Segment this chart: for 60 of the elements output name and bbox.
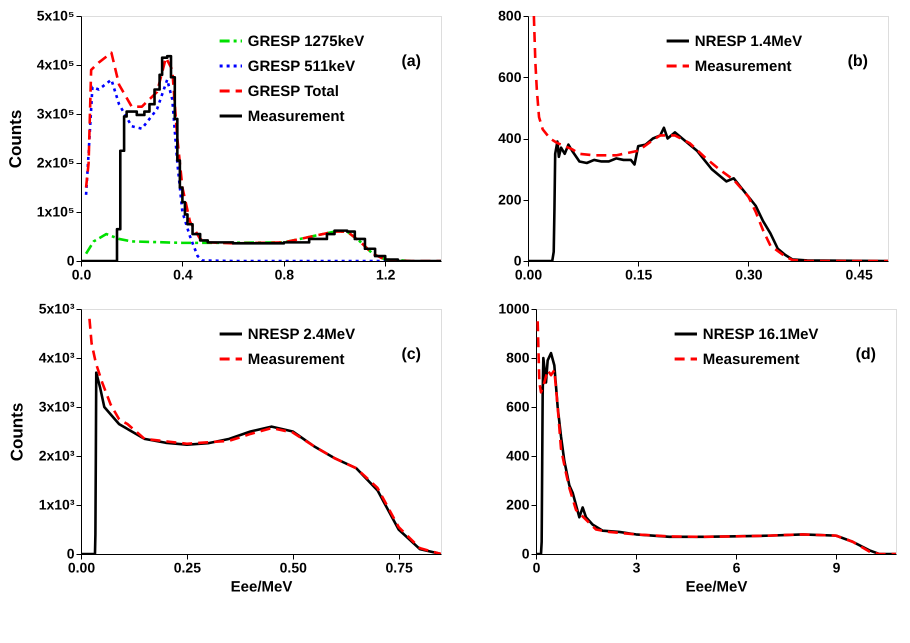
- y-tick-label: 400: [498, 130, 522, 146]
- legend-label: NRESP 16.1MeV: [702, 326, 818, 343]
- x-tick-label: 0: [532, 560, 541, 576]
- y-tick-label: 1x10⁵: [36, 204, 74, 220]
- legend-label: GRESP 511keV: [248, 58, 356, 75]
- legend-label: NRESP 2.4MeV: [248, 326, 356, 343]
- annotation: (d): [856, 346, 876, 363]
- line-series: [532, 16, 888, 261]
- x-tick-label: 6: [732, 560, 741, 576]
- x-tick-label: 3: [632, 560, 641, 576]
- y-axis-title: Counts: [6, 110, 25, 168]
- x-tick-label: 0.4: [173, 266, 193, 282]
- y-tick-label: 3x10³: [38, 398, 75, 414]
- y-tick-label: 200: [498, 191, 522, 208]
- x-tick-label: 0.25: [174, 560, 202, 576]
- y-tick-label: 600: [498, 68, 522, 85]
- x-tick-label: 9: [832, 560, 841, 576]
- y-tick-label: 5x10³: [38, 300, 75, 316]
- y-tick-label: 400: [506, 448, 530, 464]
- y-tick-label: 800: [498, 8, 522, 24]
- y-tick-label: 600: [506, 398, 530, 414]
- line-series: [84, 78, 387, 261]
- y-tick-label: 2x10⁵: [36, 154, 74, 170]
- y-tick-label: 4x10³: [38, 350, 75, 366]
- y-tick-label: 2x10³: [38, 448, 75, 464]
- annotation: (c): [401, 346, 421, 363]
- x-tick-label: 0.00: [514, 266, 542, 282]
- y-axis-title: Counts: [8, 402, 27, 462]
- x-tick-label: 0.50: [280, 560, 308, 576]
- x-tick-label: 0.45: [845, 266, 873, 282]
- x-tick-label: 0.75: [386, 560, 413, 576]
- annotation: (a): [401, 53, 421, 70]
- x-tick-label: 1.2: [376, 266, 396, 282]
- legend-label: Measurement: [248, 351, 345, 368]
- x-tick-label: 0.0: [72, 266, 92, 282]
- legend-label: NRESP 1.4MeV: [694, 33, 802, 50]
- y-tick-label: 5x10⁵: [36, 8, 74, 24]
- y-tick-label: 1x10³: [38, 496, 75, 512]
- y-tick-label: 0: [514, 252, 522, 268]
- x-tick-label: 0.8: [274, 266, 294, 282]
- legend-label: Measurement: [702, 351, 800, 368]
- legend-label: Measurement: [248, 108, 345, 125]
- y-tick-label: 4x10⁵: [36, 56, 74, 72]
- y-tick-label: 200: [506, 496, 530, 512]
- y-tick-label: 800: [506, 350, 530, 366]
- y-tick-label: 0: [66, 546, 75, 562]
- legend-label: GRESP Total: [248, 83, 339, 100]
- x-tick-label: 0.30: [735, 266, 763, 282]
- x-tick-label: 0.00: [68, 560, 96, 576]
- y-tick-label: 0: [522, 546, 530, 562]
- legend-label: Measurement: [694, 58, 792, 75]
- x-tick-label: 0.15: [625, 266, 653, 282]
- y-tick-label: 1000: [498, 300, 530, 316]
- y-tick-label: 3x10⁵: [36, 106, 74, 122]
- x-axis-title: Eee/MeV: [686, 578, 748, 596]
- legend-label: GRESP 1275keV: [248, 33, 364, 50]
- y-tick-label: 0: [66, 252, 75, 268]
- annotation: (b): [848, 53, 868, 70]
- line-series: [88, 318, 441, 554]
- x-axis-title: Eee/MeV: [230, 578, 292, 596]
